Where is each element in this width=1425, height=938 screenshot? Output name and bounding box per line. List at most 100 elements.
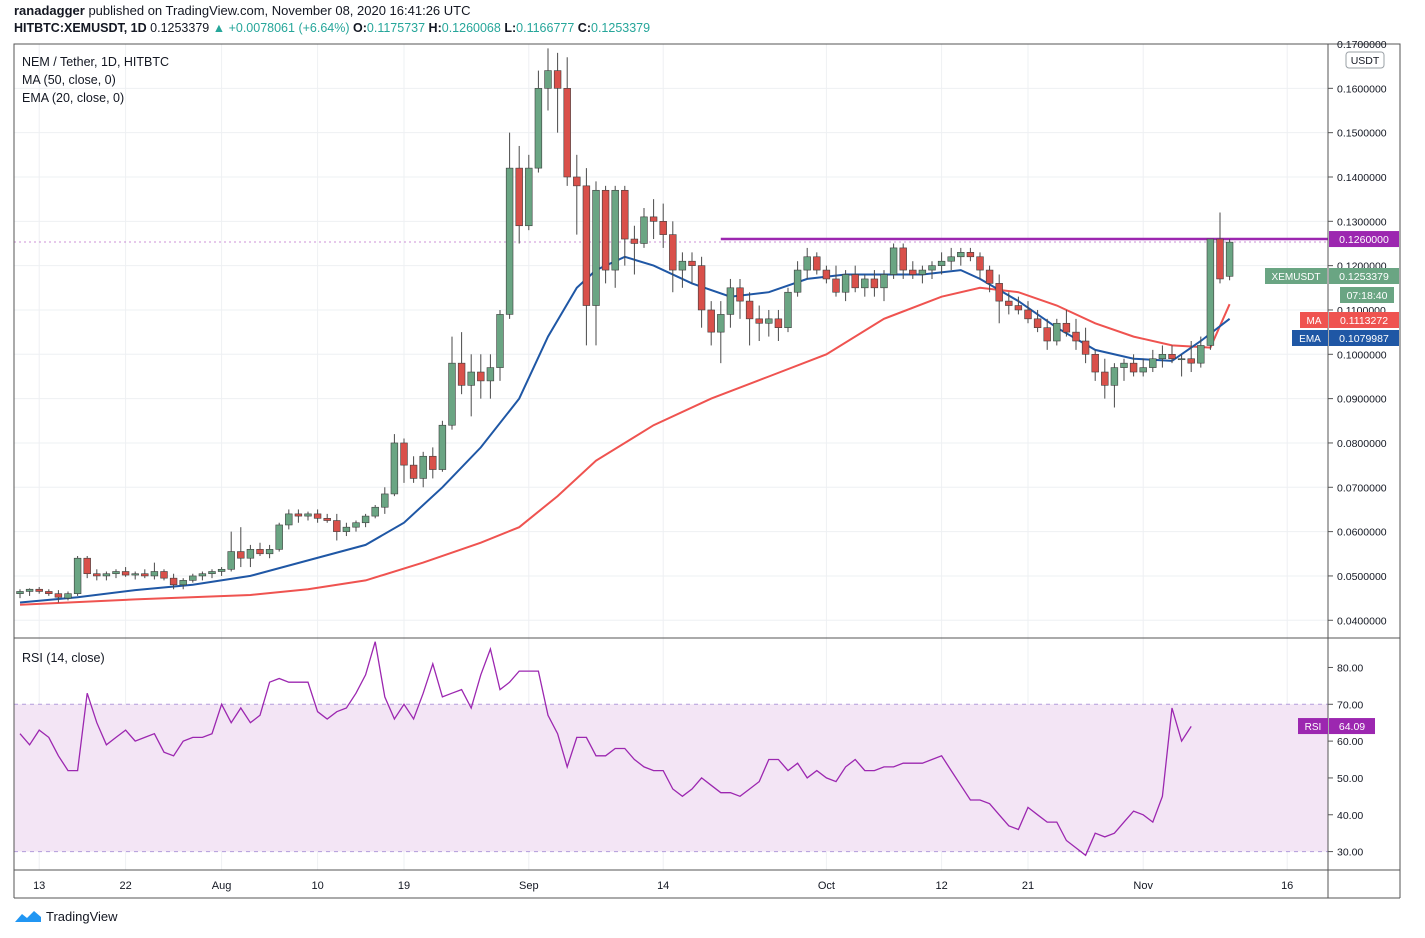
candle (179, 578, 187, 590)
candle (659, 203, 667, 248)
candle (342, 522, 351, 537)
candle (189, 573, 197, 583)
time-tick-label: 10 (311, 880, 323, 892)
time-tick-label: Oct (818, 880, 835, 892)
candle-body (1005, 300, 1013, 306)
candle-body (150, 571, 159, 577)
ema-line[interactable] (19, 255, 1231, 604)
price-change: +0.0078061 (+6.64%) (228, 21, 350, 35)
candle-body (1081, 340, 1090, 355)
candle-body (841, 274, 850, 293)
candle (73, 555, 82, 596)
candle (1024, 301, 1032, 324)
candle (928, 261, 936, 279)
close-label: C: (577, 21, 591, 35)
ema-legend[interactable]: EMA (20, close, 0) (22, 91, 124, 105)
tradingview-logo-icon (15, 911, 41, 922)
candle (160, 569, 168, 581)
candle-body (313, 513, 322, 519)
candle (409, 456, 418, 483)
candle (525, 154, 533, 231)
candle (1139, 358, 1147, 377)
candle-body (323, 518, 331, 521)
candle (592, 181, 600, 346)
price-tick-label: 0.1000000 (1337, 349, 1387, 361)
candle-body (45, 591, 53, 594)
rsi-legend[interactable]: RSI (14, close) (22, 651, 105, 665)
candle (400, 438, 408, 483)
symbol-badge-price: 0.1253379 (1339, 271, 1389, 283)
candle (285, 509, 293, 530)
candle-body (889, 247, 898, 275)
last-price: 0.1253379 (150, 21, 210, 35)
candle (745, 292, 754, 346)
candle (217, 567, 226, 576)
open-label: O: (353, 21, 367, 35)
time-tick-label: 14 (657, 880, 669, 892)
candle (1187, 341, 1195, 373)
candle (1062, 309, 1071, 337)
candle-body (1053, 322, 1061, 342)
candle-body (947, 256, 955, 262)
candle (803, 247, 811, 279)
candle (1091, 349, 1099, 381)
candle-body (1024, 309, 1032, 320)
rsi-badge-name: RSI (1305, 722, 1322, 733)
candle (621, 185, 629, 266)
candle-body (64, 593, 72, 599)
candle (371, 505, 379, 519)
footer-brand[interactable]: TradingView (14, 908, 118, 924)
candle (227, 531, 235, 572)
ohlc-header: HITBTC:XEMUSDT, 1D 0.1253379 ▲ +0.007806… (14, 21, 650, 35)
candle-body (1062, 322, 1071, 333)
time-tick-label: 12 (935, 880, 947, 892)
candle (304, 511, 312, 521)
candle-body (361, 515, 370, 524)
ma-legend[interactable]: MA (50, close, 0) (22, 73, 116, 87)
currency-box[interactable] (1345, 51, 1385, 69)
candle-body (102, 573, 111, 577)
candle-body (227, 551, 235, 570)
author-name[interactable]: ranadagger (14, 3, 85, 18)
rsi-badge-value: 64.09 (1339, 721, 1365, 733)
ma-line[interactable] (19, 286, 1231, 606)
candle-body (784, 291, 792, 329)
candle (640, 208, 648, 248)
time-tick-label: Sep (519, 880, 539, 892)
candle-body (237, 551, 245, 559)
price-tick-label: 0.0400000 (1337, 615, 1387, 627)
candle-body (985, 269, 994, 284)
candle (1101, 358, 1109, 399)
rsi-tick-label: 60.00 (1337, 736, 1363, 748)
candle (544, 48, 552, 111)
candle-body (717, 314, 725, 333)
candle-body (419, 455, 427, 479)
rsi-band (14, 704, 1328, 852)
candle (755, 305, 763, 341)
time-tick-label: 22 (119, 880, 131, 892)
rsi-line[interactable] (19, 641, 1192, 857)
candle (333, 513, 341, 541)
candle-body (505, 167, 514, 315)
publish-text: published on TradingView.com, November 0… (88, 3, 471, 18)
candle (381, 487, 389, 514)
candle-body (966, 252, 975, 258)
candle-body (169, 577, 178, 586)
candle-body (592, 189, 600, 306)
candle-body (256, 549, 264, 555)
ema-badge: EMA 0.1079987 (1292, 330, 1399, 346)
candle (966, 247, 975, 262)
candle-body (870, 278, 879, 289)
candle (937, 252, 946, 275)
resistance-badge: 0.1260000 (1329, 231, 1399, 248)
candle-body (736, 287, 744, 302)
candle-body (909, 269, 917, 275)
rsi-tick-label: 40.00 (1337, 810, 1363, 822)
candle (83, 555, 91, 579)
candle (1177, 354, 1186, 377)
candle (265, 544, 274, 559)
ma-badge-value: 0.1113272 (1340, 315, 1388, 327)
candle (16, 589, 24, 599)
candle (35, 587, 43, 594)
